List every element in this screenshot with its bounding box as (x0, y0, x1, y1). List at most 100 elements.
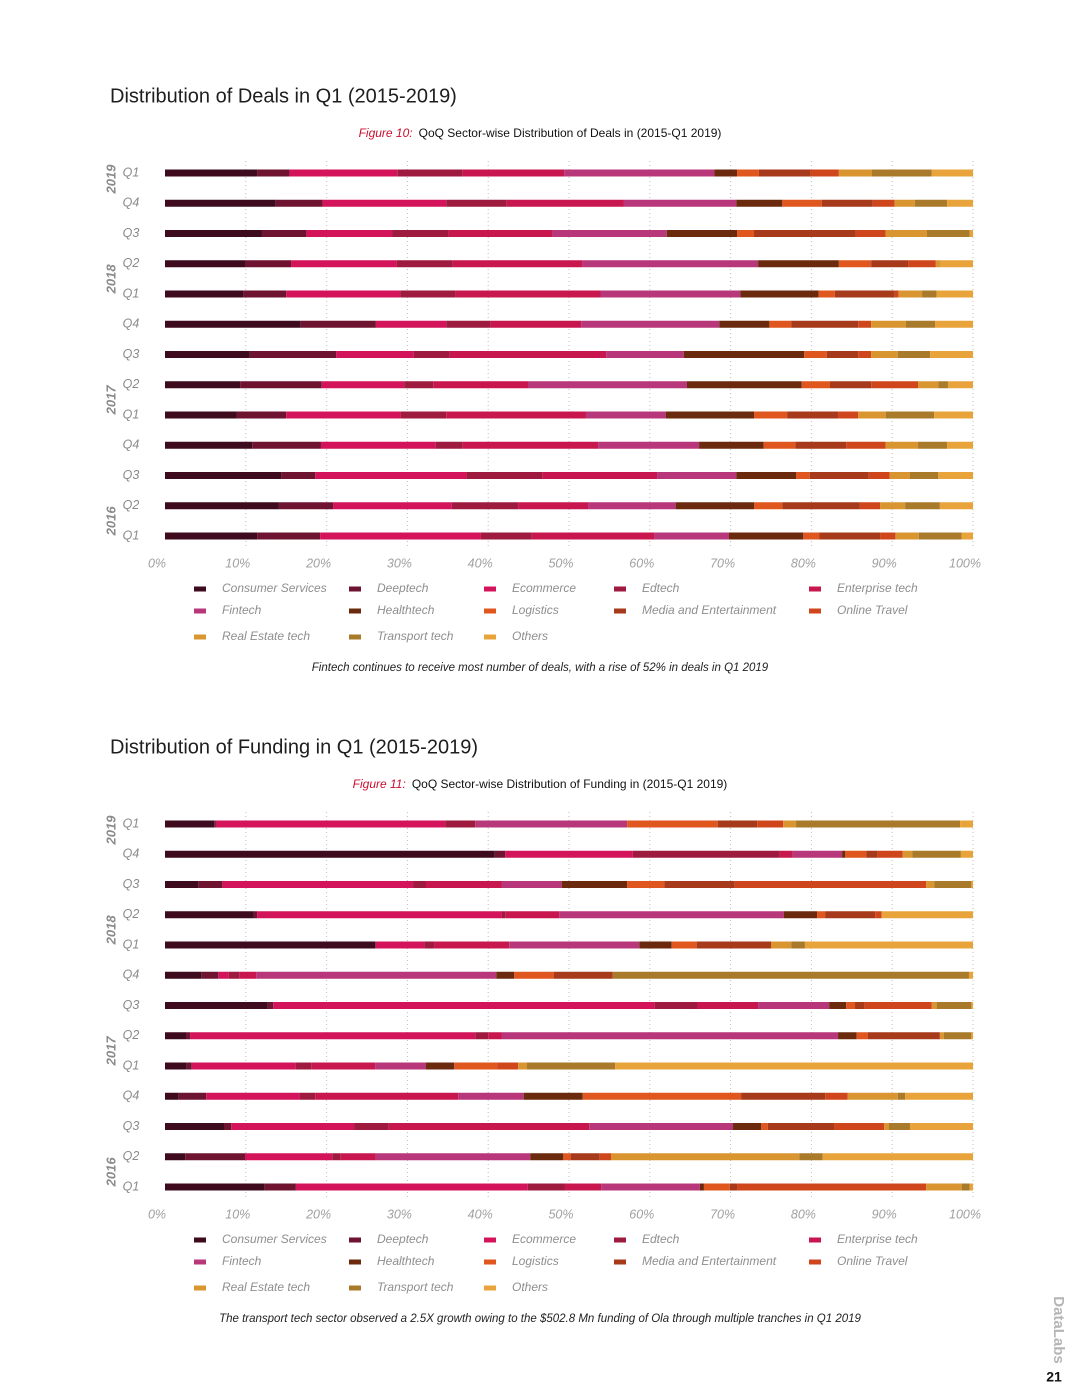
x-tick-label: 60% (629, 1207, 654, 1221)
bar-segment (699, 441, 764, 449)
bar-segment (542, 472, 658, 479)
bar-segment (922, 290, 937, 298)
bar-segment (231, 1123, 355, 1130)
bar-segment (165, 1153, 186, 1161)
row-label: Q2 (123, 1149, 140, 1163)
bar-segment (961, 532, 973, 540)
bar-segment (872, 199, 895, 207)
legend-swatch (484, 1285, 496, 1291)
bar-segment (612, 971, 969, 979)
page-number: 21 (1046, 1369, 1062, 1385)
bar-segment (864, 1002, 932, 1009)
bar-segment (847, 1092, 898, 1100)
bar-segment (943, 1032, 972, 1040)
bar-segment (938, 472, 973, 479)
bar-segment (758, 260, 839, 268)
bar-segment (838, 169, 872, 177)
bar-segment (451, 502, 519, 510)
bar-segment (736, 199, 783, 207)
legend-swatch (349, 1259, 361, 1265)
bar-segment (505, 911, 560, 919)
bar-segment (165, 971, 202, 979)
bar-segment (466, 472, 543, 479)
bar-segment (561, 881, 628, 888)
bar-segment (696, 941, 771, 949)
x-tick-label: 40% (468, 556, 493, 570)
bar-segment (885, 441, 919, 449)
bar-segment (488, 1032, 502, 1040)
x-tick-label: 20% (305, 556, 331, 570)
bar-segment (825, 911, 876, 919)
bar-segment (413, 881, 426, 888)
bar-segment (523, 1092, 583, 1100)
bar-segment (736, 472, 797, 479)
legend-label: Others (512, 629, 548, 643)
bar-segment (818, 290, 835, 298)
bar-segment (321, 381, 405, 389)
bar-segment (611, 1153, 800, 1161)
row-label: Q3 (123, 998, 140, 1012)
bar-segment (737, 1183, 927, 1191)
bar-segment (564, 169, 715, 177)
bar-segment (435, 441, 463, 449)
bar-segment (938, 381, 948, 389)
bar-segment (754, 411, 788, 419)
bar-segment (239, 971, 257, 979)
bar-segment (185, 1153, 245, 1161)
bar-segment (563, 1153, 571, 1161)
bar-segment (186, 1062, 192, 1070)
bar-segment (198, 881, 223, 888)
bar-segment (289, 169, 398, 177)
figure-subtitle: QoQ Sector-wise Distribution of Funding … (412, 777, 728, 791)
bar-segment (582, 1092, 742, 1100)
bar-segment (914, 199, 948, 207)
bar-segment (165, 320, 301, 328)
bar-segment (531, 532, 655, 540)
legend-swatch (349, 586, 361, 592)
bar-segment (552, 230, 667, 237)
bar-segment (968, 971, 973, 979)
bar-segment (930, 351, 973, 358)
brand: DataLabs (1050, 1296, 1067, 1364)
bar-segment (397, 169, 463, 177)
bar-segment (799, 1153, 823, 1161)
x-tick-label: 0% (148, 556, 166, 570)
bar-segment (740, 290, 819, 298)
bar-segment (719, 320, 770, 328)
bar-segment (475, 1032, 489, 1040)
bar-segment (275, 199, 323, 207)
legend-swatch (614, 586, 626, 592)
year-label: 2016 (103, 1157, 118, 1188)
bar-segment (223, 1123, 232, 1130)
bar-segment (657, 472, 737, 479)
bar-segment (897, 1092, 906, 1100)
legend-label: Media and Entertainment (642, 1254, 777, 1268)
bar-segment (769, 320, 792, 328)
bar-segment (281, 472, 316, 479)
figure-caption: Figure 10: QoQ Sector-wise Distribution o… (359, 126, 722, 140)
bar-segment (758, 169, 811, 177)
bar-segment (734, 881, 927, 888)
x-tick-label: 70% (710, 1207, 735, 1221)
x-tick-label: 20% (305, 1207, 331, 1221)
legend-label: Online Travel (837, 1254, 908, 1268)
bar-segment (424, 941, 435, 949)
bar-segment (165, 441, 253, 449)
bar-segment (257, 532, 321, 540)
bar-segment (448, 230, 553, 237)
x-tick-label: 80% (791, 556, 816, 570)
bar-segment (918, 441, 948, 449)
bar-segment (926, 230, 970, 237)
year-label: 2017 (103, 1036, 118, 1067)
bar-segment (969, 1183, 973, 1191)
bar-segment (320, 441, 436, 449)
row-label: Q3 (123, 877, 140, 891)
bar-segment (445, 820, 476, 828)
legend-swatch (484, 608, 496, 614)
bar-segment (856, 1032, 868, 1040)
year-label: 2018 (103, 264, 118, 295)
bar-segment (588, 502, 676, 510)
bar-segment (518, 1062, 527, 1070)
bar-segment (256, 971, 497, 979)
